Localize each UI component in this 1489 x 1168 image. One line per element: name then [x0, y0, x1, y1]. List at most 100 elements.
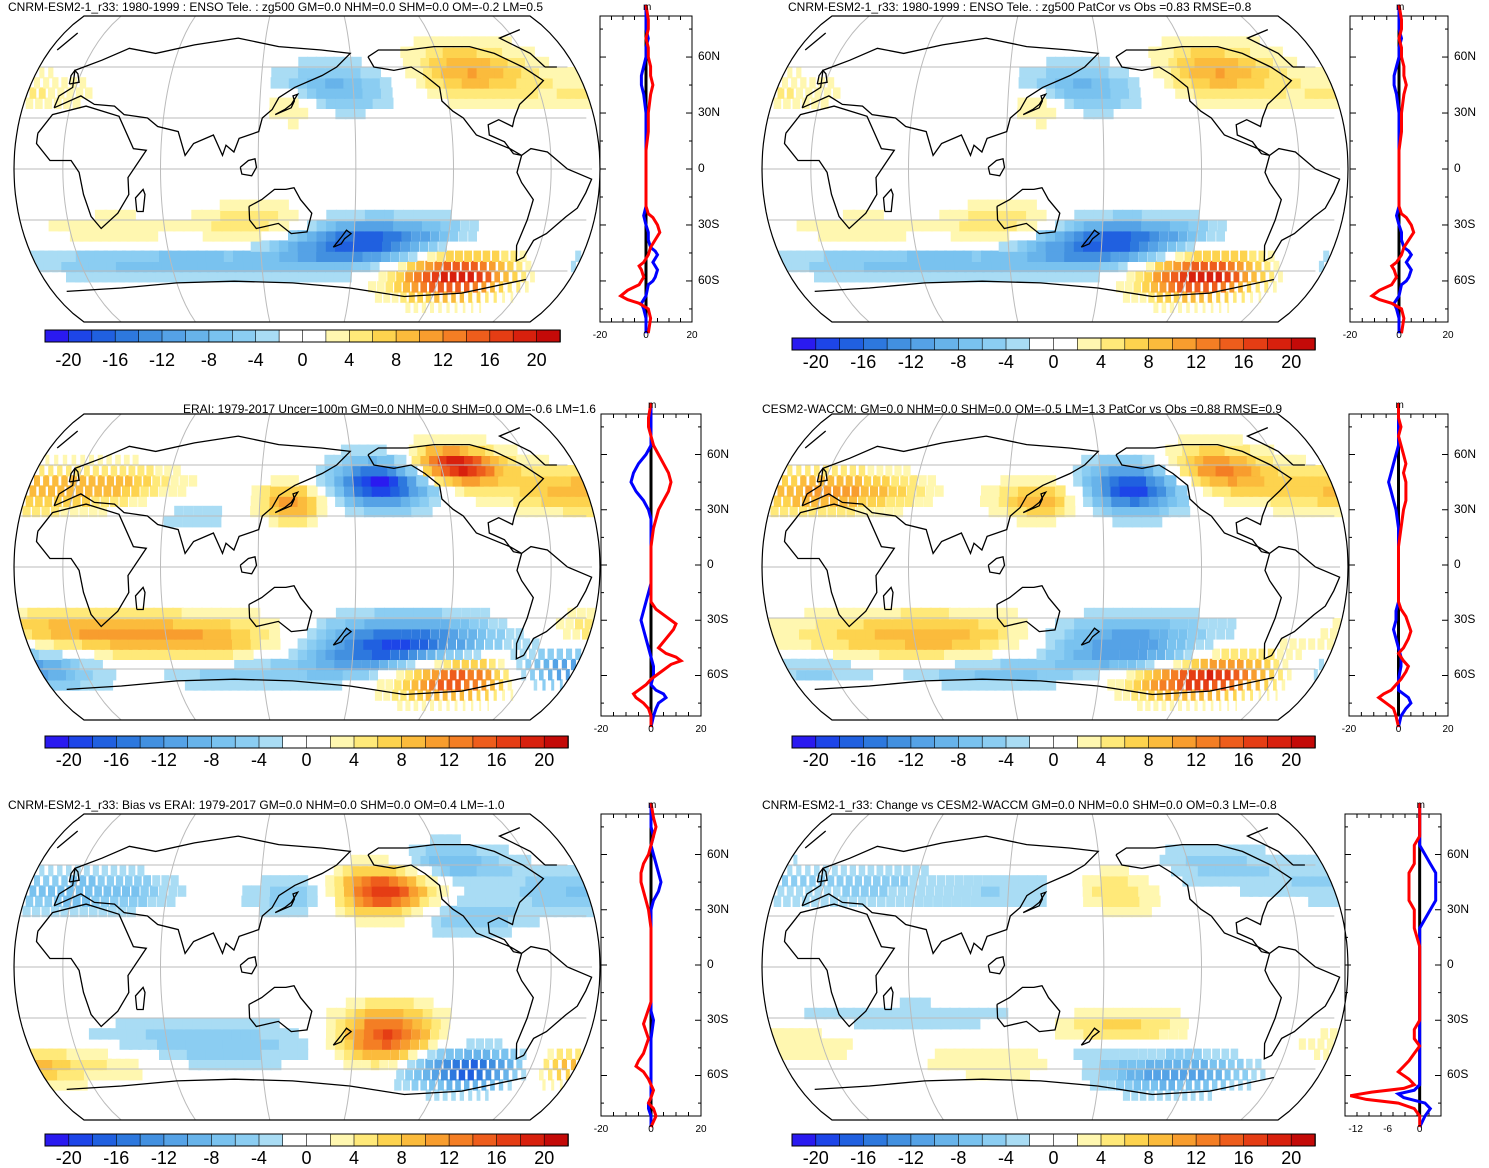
field-cell	[1241, 689, 1245, 701]
field-cell	[1313, 669, 1318, 681]
field-cell	[288, 658, 300, 671]
colorbar-swatch	[520, 735, 546, 749]
field-cell	[307, 56, 318, 69]
field-cell	[1150, 618, 1161, 630]
red-profile	[1349, 803, 1422, 1127]
field-cell	[991, 658, 1003, 671]
field-cell	[891, 607, 904, 620]
field-cell	[1018, 1058, 1030, 1071]
eurasia-coastline	[801, 835, 1100, 956]
field-cell	[69, 230, 84, 242]
field-cell	[212, 628, 224, 640]
field-cell	[393, 1007, 404, 1020]
field-cell	[815, 220, 829, 232]
field-cell	[1240, 885, 1254, 897]
field-cell	[949, 220, 962, 232]
field-cell	[884, 628, 897, 640]
field-cell	[458, 865, 472, 877]
colorbar-swatch	[1172, 337, 1198, 351]
field-cell	[950, 628, 963, 640]
field-cell	[569, 495, 584, 507]
field-cell	[407, 260, 416, 273]
field-cell	[1006, 199, 1018, 211]
field-cell	[119, 865, 127, 877]
field-cell	[539, 1069, 544, 1081]
africa-coastline	[35, 503, 148, 628]
field-cell	[997, 1007, 1009, 1020]
field-cell	[870, 250, 884, 262]
field-cell	[1072, 271, 1083, 283]
field-cell	[381, 648, 391, 660]
colorbar-swatch	[442, 329, 468, 343]
field-cell	[442, 607, 452, 620]
antarctica-coastline	[349, 1076, 527, 1096]
field-cell	[376, 281, 385, 293]
field-cell	[1155, 1058, 1164, 1071]
field-cell	[117, 230, 130, 242]
field-cell	[485, 67, 500, 79]
field-cell	[48, 669, 64, 681]
field-cell	[334, 87, 346, 99]
unit-label: m	[643, 2, 652, 13]
field-cell	[527, 916, 540, 928]
field-cell	[516, 658, 523, 671]
field-cell	[974, 271, 987, 283]
field-cell	[911, 618, 924, 630]
field-cell	[382, 638, 392, 650]
field-cell	[192, 220, 204, 232]
field-cell	[452, 658, 460, 671]
colorbar-tick-label: 20	[534, 750, 555, 770]
field-cell	[1082, 1058, 1092, 1071]
field-cell	[1242, 1069, 1248, 1081]
field-cell	[494, 1038, 503, 1050]
field-cell	[458, 1069, 466, 1081]
field-cell	[977, 607, 990, 620]
field-cell	[1101, 240, 1112, 252]
field-cell	[481, 1079, 487, 1091]
field-cell	[512, 865, 527, 877]
field-cell	[485, 465, 500, 477]
field-cell	[988, 230, 1000, 242]
field-cell	[900, 475, 909, 487]
field-cell	[1135, 465, 1148, 477]
colorbar-tick-label: 0	[1048, 750, 1059, 770]
field-cell	[1055, 271, 1065, 283]
field-cell	[553, 505, 567, 518]
field-cell	[1162, 1069, 1170, 1081]
field-cell	[1332, 618, 1341, 630]
field-cell	[1220, 1079, 1226, 1091]
field-cell	[446, 56, 460, 69]
panel-title: CNRM-ESM2-1_r33: Change vs CESM2-WACCM G…	[762, 798, 1277, 812]
field-cell	[155, 1028, 168, 1040]
field-cell	[1101, 97, 1114, 109]
field-cell	[38, 485, 46, 497]
field-cell	[954, 658, 967, 671]
field-cell	[1146, 1058, 1155, 1071]
latitude-label: 0	[1454, 557, 1461, 571]
field-cell	[324, 67, 336, 79]
field-cell	[968, 607, 980, 620]
field-cell	[307, 658, 318, 671]
colorbar-swatch	[1290, 337, 1316, 351]
field-cell	[833, 1048, 847, 1060]
greenland-coastline	[56, 32, 79, 51]
field-cell	[914, 495, 924, 507]
field-cell	[342, 865, 354, 877]
field-cell	[1175, 87, 1188, 99]
field-cell	[335, 1038, 346, 1050]
colorbar-swatch	[815, 1133, 841, 1147]
field-cell	[354, 220, 366, 232]
field-cell	[839, 638, 853, 650]
field-cell	[334, 658, 344, 671]
field-cell	[1318, 260, 1324, 273]
field-cell	[403, 209, 414, 222]
field-cell	[288, 1038, 299, 1050]
field-cell	[556, 87, 571, 99]
field-cell	[1182, 844, 1196, 856]
field-cell	[297, 875, 309, 887]
field-cell	[343, 260, 353, 273]
field-cell	[863, 875, 872, 887]
field-cell	[974, 1069, 987, 1081]
field-cell	[221, 1028, 234, 1040]
panel-title: CNRM-ESM2-1_r33: 1980-1999 : ENSO Tele. …	[788, 0, 1252, 14]
